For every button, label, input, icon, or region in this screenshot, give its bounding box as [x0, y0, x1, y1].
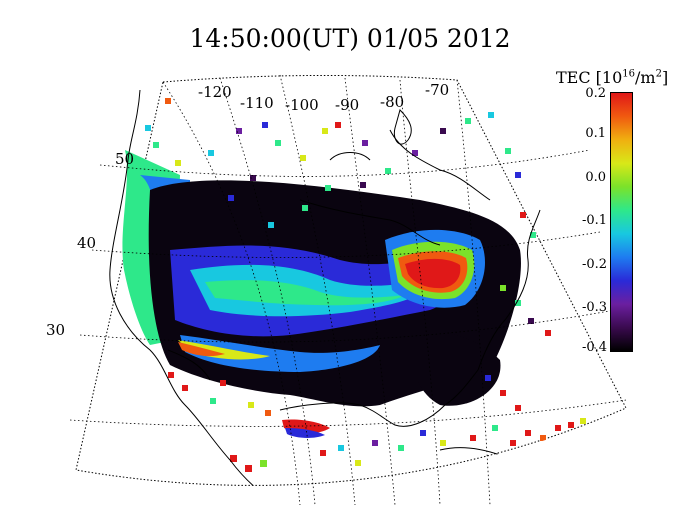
colorbar-tick-0: 0.2: [585, 86, 606, 101]
colorbar-title: TEC [1016/m2]: [556, 68, 668, 87]
colorbar-tick-6: -0.4: [582, 340, 608, 355]
graticule: [69, 74, 627, 505]
colorbar-tick-1: 0.1: [585, 126, 606, 141]
tec-south-streak: [180, 335, 380, 372]
tec-ne-red: [405, 258, 461, 289]
colorbar-title-prefix: TEC [10: [556, 68, 623, 87]
lon-label-4: -80: [380, 93, 404, 111]
colorbar-tick-2: 0.0: [585, 170, 606, 185]
longitude-labels: -120 -110 -100 -90 -80 -70: [198, 81, 449, 114]
coastlines: [109, 89, 541, 486]
lon-label-3: -90: [335, 96, 359, 114]
tec-green-band: [205, 280, 405, 306]
tec-se-dark: [411, 330, 501, 406]
latitude-labels: 50 40 30: [46, 150, 134, 339]
colorbar-title-unit: /m: [635, 68, 656, 87]
colorbar-title-close: ]: [661, 68, 669, 87]
colorbar-tick-5: -0.3: [582, 300, 608, 315]
tec-gulf-blue: [285, 428, 325, 438]
tec-south-red: [178, 342, 225, 357]
colorbar: [610, 92, 633, 352]
lat-label-1: 40: [77, 234, 96, 252]
map-title: 14:50:00(UT) 01/05 2012: [189, 24, 511, 53]
lon-label-2: -100: [285, 96, 319, 114]
lat-label-2: 30: [46, 321, 65, 339]
lon-label-1: -110: [240, 94, 274, 112]
lon-label-5: -70: [425, 81, 449, 99]
colorbar-tick-3: -0.1: [582, 213, 608, 228]
tec-scatter-points: [145, 98, 586, 472]
colorbar-title-exponent2: 2: [655, 68, 662, 80]
lat-label-0: 50: [115, 150, 134, 168]
lon-label-0: -120: [198, 83, 232, 101]
colorbar-title-exponent: 16: [622, 68, 636, 80]
colorbar-tick-4: -0.2: [582, 257, 608, 272]
